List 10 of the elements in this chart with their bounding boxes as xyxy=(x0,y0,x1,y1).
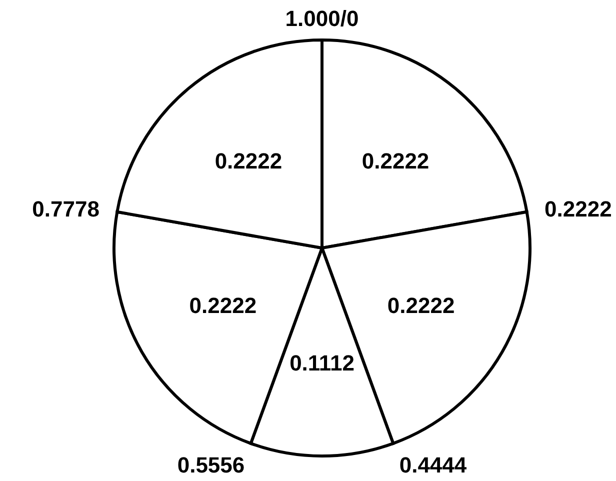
data-label: 0.2222 xyxy=(362,148,430,174)
text: 0.7778 xyxy=(32,196,100,222)
text: 1.000/0 xyxy=(285,6,359,31)
text: 0.5556 xyxy=(177,452,245,478)
text: 0.2222 xyxy=(544,196,612,222)
data-label: 0.2222 xyxy=(189,293,257,318)
data-label: 0.1112 xyxy=(290,350,354,376)
data-label: 0.2222 xyxy=(387,293,455,318)
text: 0.4444 xyxy=(399,452,468,478)
data-label: 0.2222 xyxy=(214,148,282,174)
